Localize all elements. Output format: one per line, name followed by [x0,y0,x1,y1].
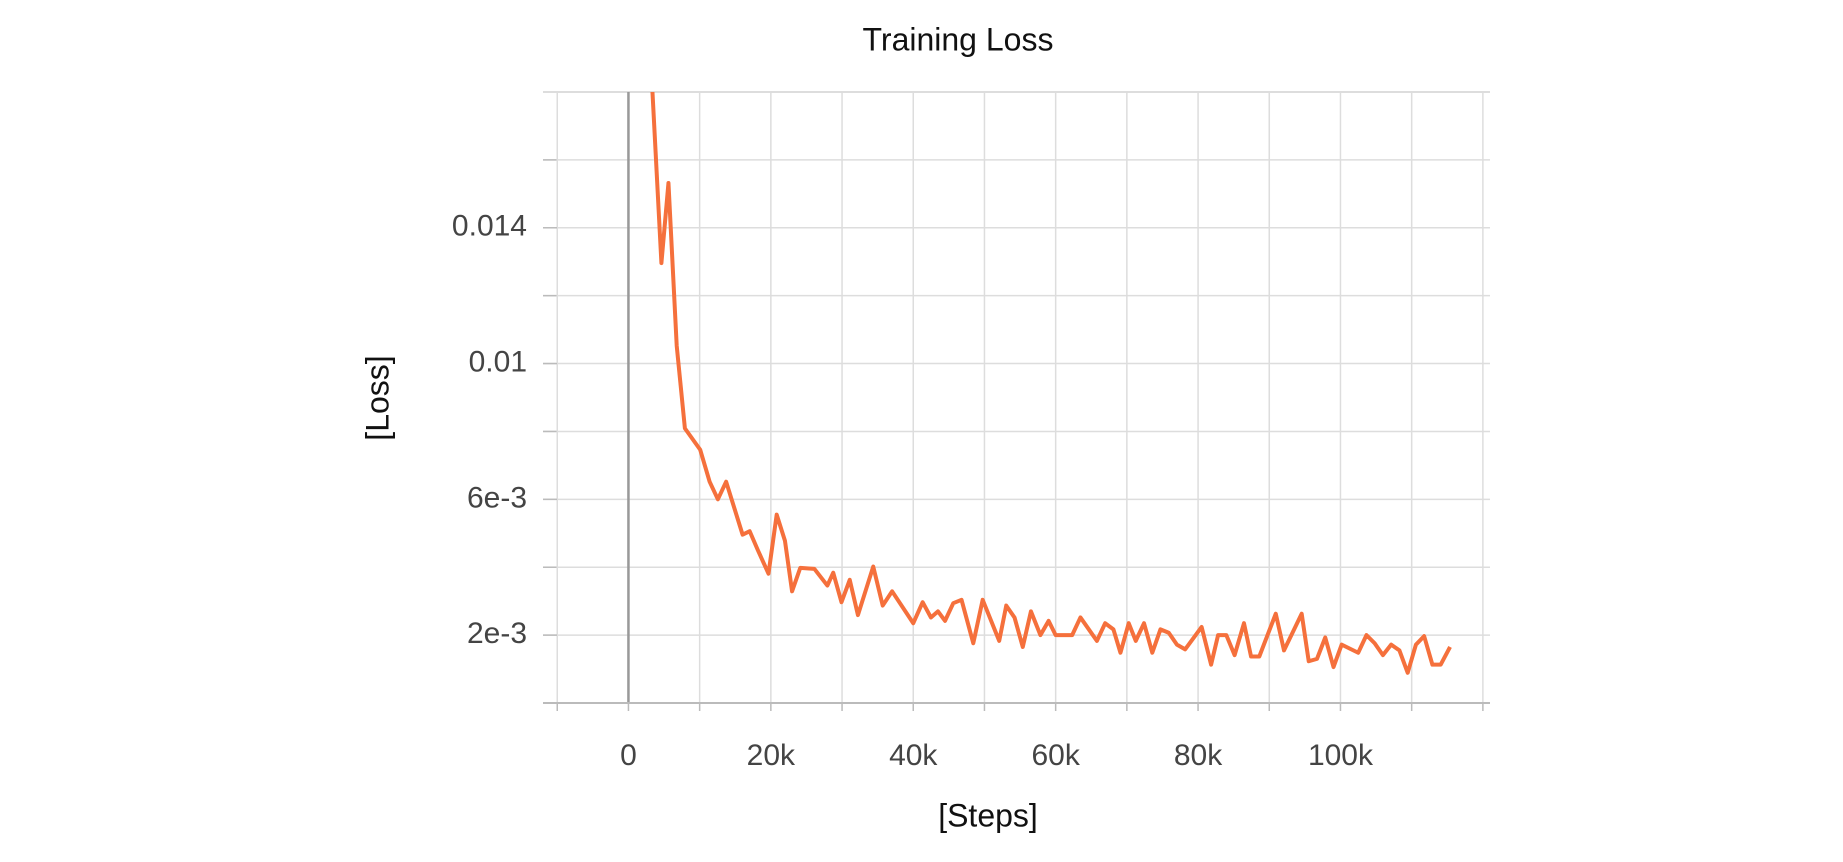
x-tick-label: 20k [747,739,796,772]
x-tick-label: 80k [1174,739,1223,772]
x-tick-label: 0 [620,739,637,772]
y-tick-label: 0.014 [452,210,527,243]
y-tick-label: 2e-3 [467,617,527,650]
x-tick-label: 100k [1308,739,1374,772]
y-axis-title: [Loss] [359,355,395,440]
chart-title: Training Loss [863,21,1054,57]
x-tick-label: 60k [1031,739,1080,772]
y-tick-label: 6e-3 [467,481,527,514]
plot-area [650,92,1452,675]
x-tick-label: 40k [889,739,938,772]
loss-line [650,92,1452,675]
y-tick-label: 0.01 [469,345,527,378]
x-axis-title: [Steps] [938,797,1038,833]
